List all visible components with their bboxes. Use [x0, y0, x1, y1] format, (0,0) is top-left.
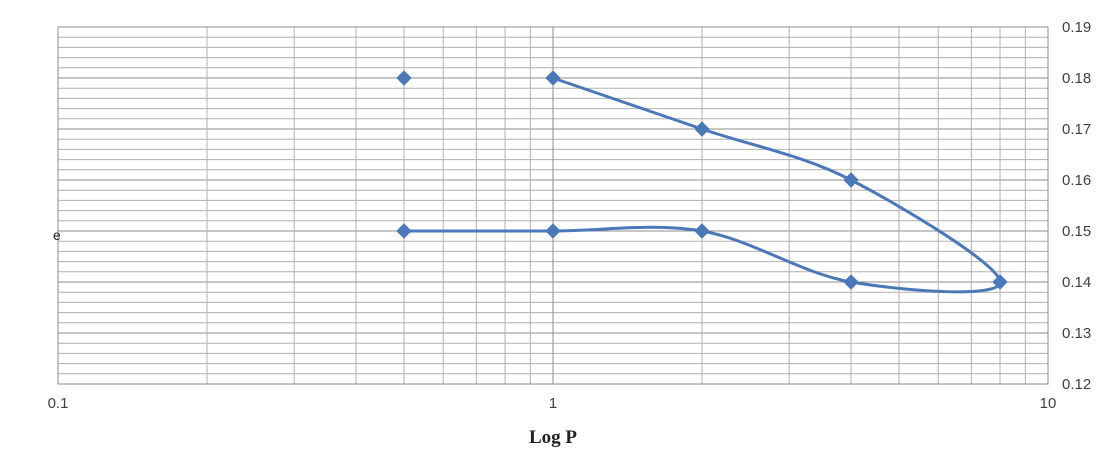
data-point-marker — [396, 70, 412, 86]
x-tick-label: 1 — [549, 395, 557, 412]
data-point-marker — [843, 274, 859, 290]
data-point-marker — [843, 172, 859, 188]
y-tick-label: 0.19 — [1062, 19, 1091, 36]
y-tick-label: 0.15 — [1062, 223, 1091, 240]
y-tick-label: 0.18 — [1062, 70, 1091, 87]
y-tick-label: 0.16 — [1062, 172, 1091, 189]
series-lines — [402, 76, 1002, 294]
y-tick-label: 0.12 — [1062, 376, 1091, 393]
y-axis-label: e — [53, 227, 61, 243]
data-point-marker — [545, 70, 561, 86]
series-line — [402, 76, 1002, 294]
x-tick-label: 0.1 — [48, 395, 69, 412]
y-tick-label: 0.17 — [1062, 121, 1091, 138]
y-tick-label: 0.13 — [1062, 325, 1091, 342]
tick-labels: 0.1 1 10 0.12 0.13 0.14 0.15 0.16 0.17 0.18 0.19 — [48, 19, 1092, 412]
x-axis-label: Log P — [529, 427, 577, 448]
series-markers — [396, 70, 1008, 290]
y-tick-label: 0.14 — [1062, 274, 1091, 291]
data-point-marker — [396, 223, 412, 239]
grid — [57, 26, 1049, 385]
data-point-marker — [694, 223, 710, 239]
data-point-marker — [545, 223, 561, 239]
data-point-marker — [694, 121, 710, 137]
data-point-marker — [992, 274, 1008, 290]
x-tick-label: 10 — [1040, 395, 1057, 412]
plot-frame — [57, 26, 1049, 385]
